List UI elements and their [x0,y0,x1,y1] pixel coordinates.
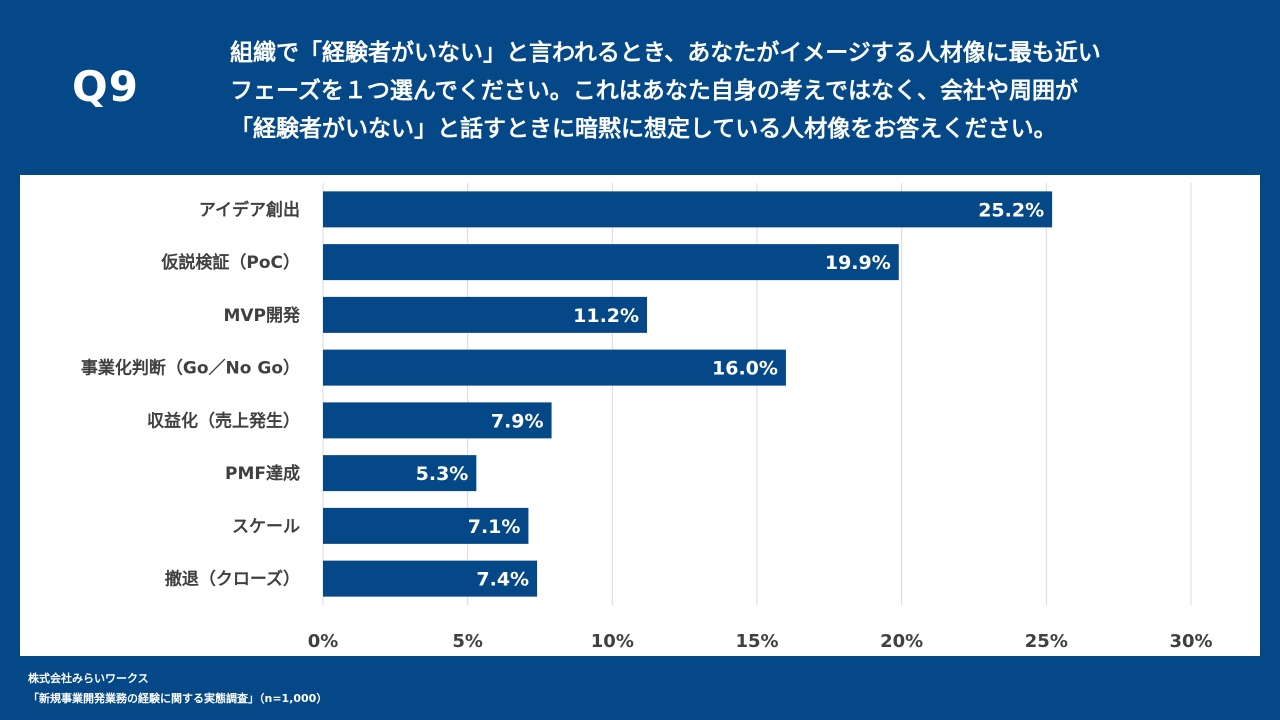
question-line-2: フェーズを１つ選んでください。これはあなた自身の考えではなく、会社や周囲が [230,78,1079,104]
x-tick-label: 25% [1025,631,1068,652]
question-text: 組織で「経験者がいない」と言われるとき、あなたがイメージする人材像に最も近い フ… [230,34,1260,148]
value-label: 7.4% [476,569,529,591]
value-label: 11.2% [573,305,639,327]
chart-panel: 0% 5% 10% 15% 20% 25% 30% アイデア創出 25.2% 仮説検証（PoC） 1… [20,175,1260,656]
category-label: 収益化（売上発生） [147,410,300,431]
x-tick-label: 10% [591,631,634,652]
x-tick-label: 15% [735,631,778,652]
bar-chart: 0% 5% 10% 15% 20% 25% 30% アイデア創出 25.2% 仮説検証（PoC） 1… [81,183,1213,652]
category-label: 仮説検証（PoC） [160,252,300,273]
category-label: MVP開発 [223,305,301,326]
bar [323,191,1053,228]
category-label: スケール [232,517,300,537]
category-label: 撤退（クローズ） [165,569,300,590]
bar [323,349,786,386]
bar [323,455,477,492]
value-label: 7.1% [468,516,521,538]
x-tick-label: 0% [308,631,339,652]
bar [323,244,899,281]
bar [323,402,552,439]
source-company: 株式会社みらいワークス [28,672,149,685]
category-label: 事業化判断（Go／No Go） [81,358,300,379]
bar [323,296,648,333]
category-label: PMF達成 [225,463,300,484]
bar [323,560,538,597]
bar [323,507,529,544]
category-label: アイデア創出 [199,199,300,220]
source-survey: 「新規事業開発業務の経験に関する実態調査」（n=1,000） [28,692,328,705]
question-line-3: 「経験者がいない」と話すときに暗黙に想定している人材像をお答えください。 [230,116,1057,142]
x-tick-label: 30% [1169,631,1212,652]
x-tick-label: 5% [452,631,483,652]
x-tick-label: 20% [880,631,923,652]
value-label: 16.0% [712,358,778,380]
question-number: Q9 [72,62,139,111]
value-label: 5.3% [416,463,469,485]
value-label: 19.9% [825,252,891,274]
value-label: 25.2% [978,199,1044,221]
value-label: 7.9% [491,410,544,432]
question-line-1: 組織で「経験者がいない」と言われるとき、あなたがイメージする人材像に最も近い [230,40,1101,66]
